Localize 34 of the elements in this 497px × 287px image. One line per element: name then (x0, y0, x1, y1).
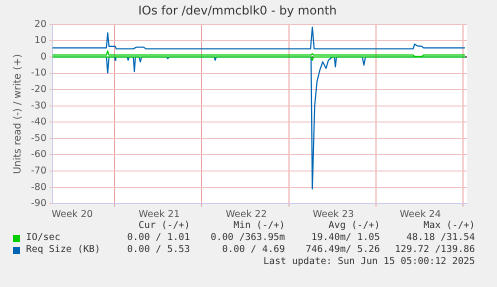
text: Max (-/+) (424, 220, 475, 231)
x-tick-label: Week 24 (400, 208, 441, 220)
chart-title: IOs for /dev/mmcblk0 - by month (138, 3, 337, 18)
y-tick-label: 10 (34, 35, 47, 46)
y-tick-label: 20 (34, 18, 47, 30)
text: 48.18 /31.54 (406, 232, 475, 243)
y-tick-label: -60 (30, 149, 47, 160)
y-tick-label: -30 (30, 100, 47, 112)
y-tick-label: -50 (30, 132, 47, 144)
y-tick-label: -70 (30, 165, 47, 176)
text: 0.00 /363.95m (210, 232, 285, 243)
text: Cur (-/+) (138, 220, 190, 231)
legend-label: Req Size (KB) (26, 244, 100, 255)
y-axis-title: Units read (-) / write (+) (12, 54, 24, 174)
text: 0.00 / 4.69 (222, 244, 285, 255)
text: 0.00 / 5.53 (127, 244, 190, 255)
y-tick-label: -40 (30, 116, 47, 128)
text: 0.00 / 1.01 (127, 232, 190, 243)
text: Min (-/+) (234, 220, 285, 231)
y-tick-label: -90 (30, 198, 47, 210)
text: 746.49m/ 5.26 (306, 244, 380, 255)
y-tick-label: -20 (30, 84, 47, 96)
y-tick-label: 0 (40, 51, 47, 62)
text: 19.40m/ 1.05 (311, 232, 380, 243)
x-tick-label: Week 22 (226, 208, 267, 220)
x-tick-label: Week 23 (312, 208, 354, 220)
legend-label: IO/sec (26, 232, 60, 243)
x-tick-label: Week 20 (52, 208, 93, 220)
y-tick-label: -10 (30, 68, 47, 79)
text: Avg (-/+) (328, 220, 380, 231)
text: 129.72 /139.86 (394, 244, 475, 255)
text: Last update: Sun Jun 15 05:00:12 2025 (263, 256, 475, 267)
x-tick-label: Week 21 (138, 208, 180, 220)
y-tick-label: -80 (30, 182, 47, 193)
